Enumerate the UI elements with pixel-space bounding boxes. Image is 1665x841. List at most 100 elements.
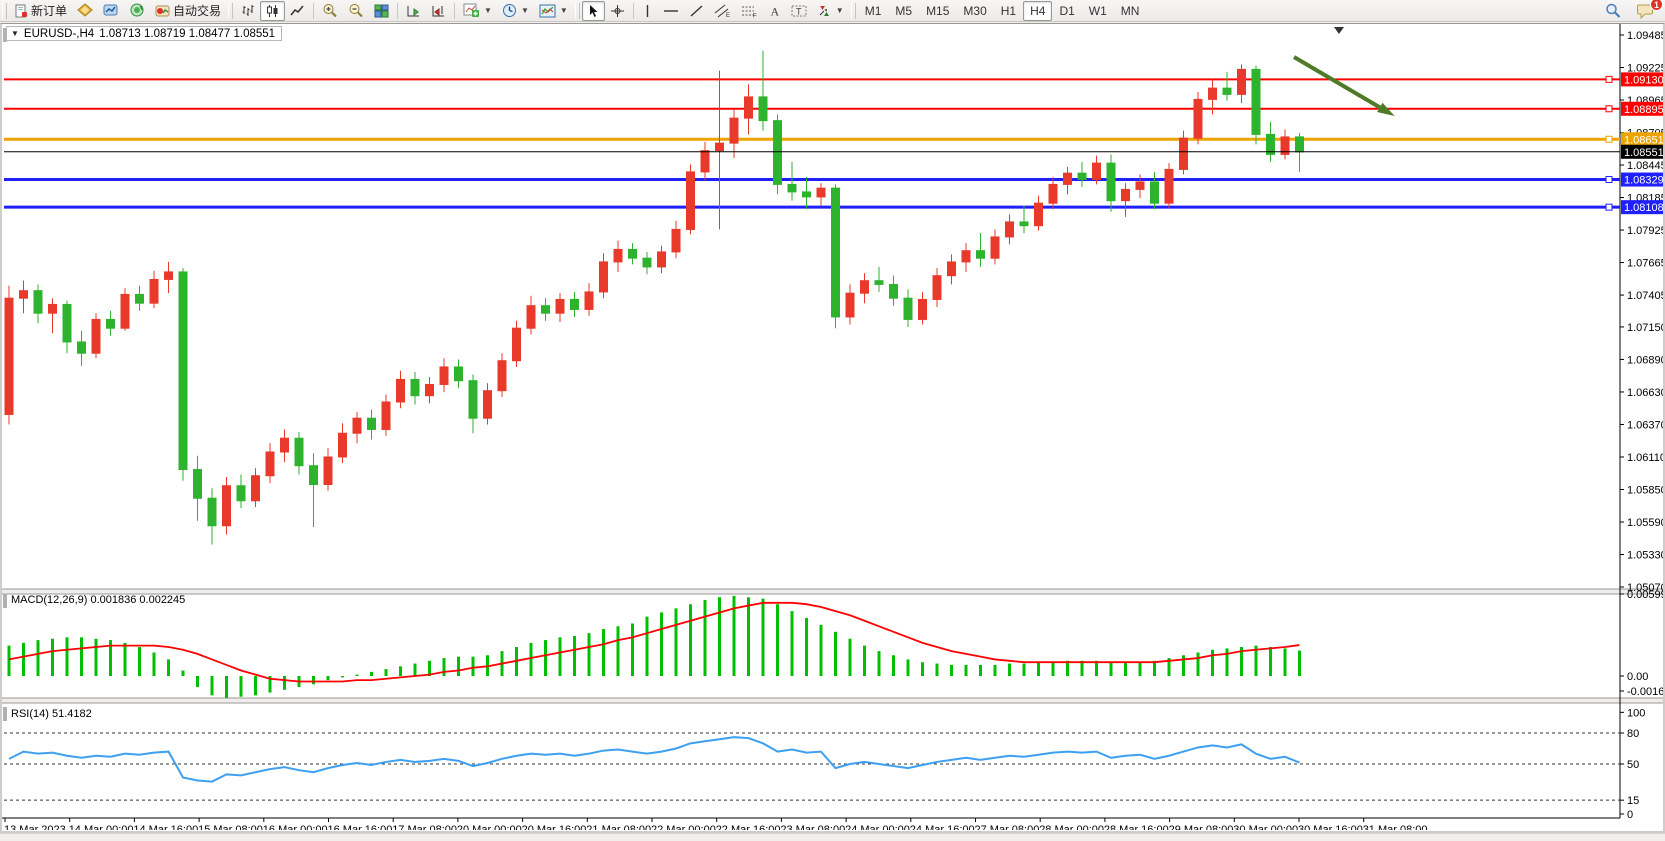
toolbar-grip[interactable]	[228, 2, 234, 19]
svg-text:1.05850: 1.05850	[1627, 484, 1663, 496]
signals-button[interactable]	[124, 1, 150, 21]
panel-grip[interactable]	[3, 707, 7, 721]
dropdown-caret: ▼	[835, 6, 844, 15]
svg-text:1.09130: 1.09130	[1624, 74, 1663, 86]
timeframe-button-h1[interactable]: H1	[1000, 3, 1017, 18]
timeframe-button-d1[interactable]: D1	[1059, 3, 1075, 18]
crosshair-tool-button[interactable]	[605, 1, 630, 21]
cursor-icon	[589, 4, 598, 17]
zoom-in-icon	[323, 4, 337, 18]
svg-text:17 Mar 08:00: 17 Mar 08:00	[392, 824, 457, 830]
periods-clock-icon	[502, 4, 516, 17]
panel-grip[interactable]	[3, 594, 7, 608]
fibonacci-tool-button[interactable]: F	[736, 1, 763, 21]
vertical-line-tool-button[interactable]	[637, 1, 658, 21]
search-icon	[1606, 3, 1621, 18]
hline-1.08651[interactable]: 1.08651	[4, 132, 1663, 147]
symbol-period-label: EURUSD-,H4	[23, 27, 95, 40]
horizontal-line-icon	[663, 9, 678, 12]
hline-1.08108[interactable]: 1.08108	[4, 200, 1663, 215]
cursor-tool-button[interactable]	[581, 0, 605, 21]
market-watch-button[interactable]	[98, 1, 124, 21]
svg-text:22 Mar 00:00: 22 Mar 00:00	[651, 824, 716, 830]
periods-button[interactable]: ▼	[497, 1, 534, 21]
chart-canvas[interactable]: 1.094851.092251.089651.087051.084451.081…	[2, 24, 1663, 830]
svg-text:A: A	[770, 4, 779, 18]
auto-scroll-button[interactable]	[401, 1, 426, 21]
chevron-down-icon: ▼	[11, 29, 19, 38]
toolbar-right-group: 1	[1600, 0, 1663, 22]
svg-text:50: 50	[1627, 759, 1639, 771]
quote-ohlc-label: 1.08713 1.08719 1.08477 1.08551	[99, 27, 276, 40]
tile-windows-button[interactable]	[369, 1, 394, 21]
timeframe-button-w1[interactable]: W1	[1088, 3, 1107, 18]
fibonacci-icon: F	[741, 6, 757, 18]
notifications-button[interactable]: 1	[1632, 0, 1663, 21]
quote-strip[interactable]: ▼ EURUSD-,H4 1.08713 1.08719 1.08477 1.0…	[6, 26, 283, 41]
timeframe-button-h4[interactable]: H4	[1023, 0, 1053, 21]
zoom-out-button[interactable]	[343, 1, 369, 21]
svg-text:0.00: 0.00	[1627, 671, 1648, 683]
text-label-icon: T	[791, 5, 807, 16]
search-button[interactable]	[1600, 1, 1626, 21]
svg-text:1.07665: 1.07665	[1627, 258, 1663, 270]
bar-chart-icon	[242, 4, 254, 16]
candlestick-chart-button[interactable]	[260, 0, 286, 21]
svg-text:F: F	[753, 13, 757, 18]
indicators-icon	[463, 3, 480, 17]
timeframe-button-m1[interactable]: M1	[864, 3, 882, 18]
svg-text:1.07925: 1.07925	[1627, 225, 1663, 237]
time-axis[interactable]: 13 Mar 2023 14 Mar 00:00 14 Mar 16:00 15 Ma…	[4, 818, 1428, 830]
timeframe-button-m15[interactable]: M15	[926, 3, 950, 18]
svg-text:14 Mar 16:00: 14 Mar 16:00	[133, 824, 198, 830]
hline-1.08895[interactable]: 1.08895	[4, 101, 1663, 116]
line-chart-button[interactable]	[285, 1, 310, 21]
svg-text:16 Mar 16:00: 16 Mar 16:00	[328, 824, 393, 830]
new-order-icon	[15, 4, 27, 17]
signals-icon	[130, 3, 144, 17]
dropdown-caret: ▼	[520, 6, 529, 15]
svg-text:23 Mar 08:00: 23 Mar 08:00	[780, 824, 845, 830]
toolbar-grip[interactable]	[2, 2, 7, 19]
timeframe-button-mn[interactable]: MN	[1120, 3, 1140, 18]
candlesticks	[4, 50, 1304, 545]
vertical-line-icon	[646, 4, 648, 17]
indicators-button[interactable]: ▼	[458, 1, 497, 21]
hline-1.08329[interactable]: 1.08329	[4, 172, 1663, 187]
hline-1.09130[interactable]: 1.09130	[4, 72, 1663, 87]
svg-text:0.00599: 0.00599	[1627, 589, 1663, 601]
timeframe-button-m30[interactable]: M30	[963, 3, 987, 18]
line-chart-icon	[290, 5, 304, 15]
bid-price-line: 1.08551	[4, 144, 1663, 159]
annotation-arrow[interactable]	[1292, 55, 1395, 117]
bar-chart-button[interactable]	[235, 1, 260, 21]
templates-icon	[539, 4, 556, 17]
templates-button[interactable]: ▼	[534, 1, 573, 21]
auto-trading-button[interactable]: 自动交易	[150, 1, 226, 21]
symbols-button[interactable]	[72, 1, 98, 21]
new-order-label: 新订单	[31, 4, 68, 18]
panel-separator[interactable]	[2, 589, 1663, 594]
new-order-button[interactable]: 新订单	[9, 1, 72, 21]
toolbar-grip[interactable]	[574, 2, 580, 19]
svg-text:1.08551: 1.08551	[1624, 147, 1663, 159]
text-label-tool-button[interactable]: T	[786, 1, 812, 21]
panel-separator[interactable]	[2, 698, 1663, 703]
toolbar-grip[interactable]	[850, 2, 856, 19]
tile-windows-icon	[374, 4, 389, 17]
svg-text:28 Mar 16:00: 28 Mar 16:00	[1104, 824, 1169, 830]
timeframe-button-m5[interactable]: M5	[895, 3, 913, 18]
trendline-tool-button[interactable]	[684, 1, 709, 21]
chart-shift-marker[interactable]	[1334, 27, 1344, 34]
svg-text:20 Mar 16:00: 20 Mar 16:00	[522, 824, 587, 830]
svg-text:1.06110: 1.06110	[1627, 452, 1663, 464]
chart-shift-button[interactable]	[426, 1, 451, 21]
zoom-in-button[interactable]	[317, 1, 343, 21]
horizontal-line-tool-button[interactable]	[658, 1, 684, 21]
text-tool-button[interactable]: A	[763, 1, 786, 21]
equidistant-channel-icon: E	[714, 4, 730, 18]
svg-text:1.05330: 1.05330	[1627, 549, 1663, 561]
svg-text:1.08651: 1.08651	[1624, 134, 1663, 146]
equidistant-channel-tool-button[interactable]: E	[709, 1, 736, 21]
arrows-tool-button[interactable]: ▼	[812, 1, 849, 21]
